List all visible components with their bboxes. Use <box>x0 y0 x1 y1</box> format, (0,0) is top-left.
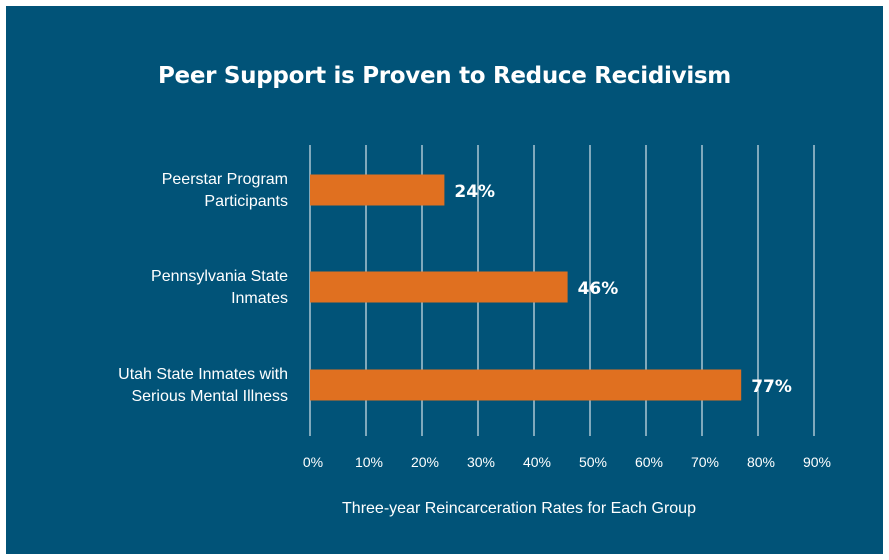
x-tick-label: 30% <box>467 454 495 470</box>
x-tick-label: 0% <box>303 454 323 470</box>
x-tick-label: 60% <box>635 454 663 470</box>
x-tick-label: 20% <box>411 454 439 470</box>
x-tick-label: 40% <box>523 454 551 470</box>
category-label: Utah State Inmates with <box>118 366 288 383</box>
data-label: 24% <box>454 182 495 202</box>
x-tick-label: 10% <box>355 454 383 470</box>
bar <box>310 369 742 401</box>
bar <box>310 271 568 303</box>
x-tick-label: 90% <box>803 454 831 470</box>
data-label: 77% <box>751 377 792 397</box>
category-label: Participants <box>204 193 288 210</box>
x-tick-label: 70% <box>691 454 719 470</box>
category-label: Pennsylvania State <box>151 268 288 285</box>
x-tick-label: 50% <box>579 454 607 470</box>
category-label: Serious Mental Illness <box>131 388 288 405</box>
bar <box>310 174 445 206</box>
category-label: Inmates <box>231 290 288 307</box>
chart-title: Peer Support is Proven to Reduce Recidiv… <box>158 63 731 89</box>
data-label: 46% <box>578 279 619 299</box>
category-label: Peerstar Program <box>162 171 288 188</box>
x-tick-label: 80% <box>747 454 775 470</box>
x-axis-title: Three-year Reincarceration Rates for Eac… <box>342 500 696 517</box>
